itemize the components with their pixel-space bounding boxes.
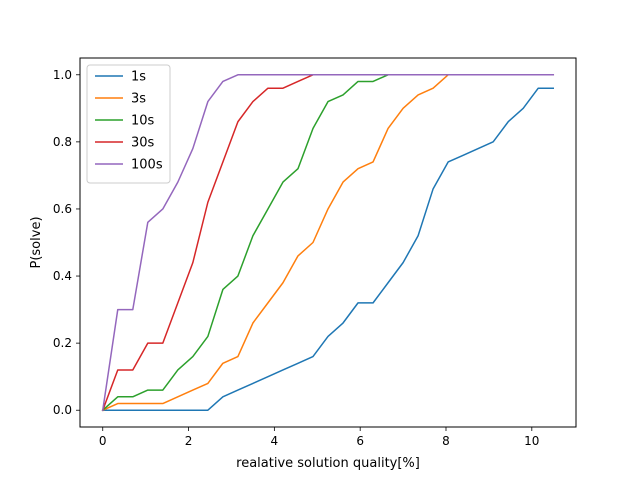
y-tick-label: 1.0 bbox=[53, 68, 72, 82]
x-tick-label: 10 bbox=[524, 434, 539, 448]
x-tick-label: 8 bbox=[442, 434, 450, 448]
series-line-1s bbox=[101, 87, 555, 411]
x-axis-label: realative solution quality[%] bbox=[236, 456, 420, 471]
legend-label: 30s bbox=[131, 136, 155, 151]
y-tick-label: 0.2 bbox=[53, 336, 72, 350]
axes-frame bbox=[79, 57, 577, 428]
x-axis: 0 2 4 6 8 10 bbox=[99, 427, 539, 448]
legend-label: 10s bbox=[131, 114, 155, 129]
legend-label: 1s bbox=[131, 70, 146, 85]
x-tick-label: 6 bbox=[356, 434, 364, 448]
series-line-100s bbox=[101, 74, 555, 412]
y-tick-label: 0.8 bbox=[53, 135, 72, 149]
x-tick-label: 4 bbox=[271, 434, 279, 448]
series-layer bbox=[101, 74, 555, 412]
legend-box bbox=[86, 64, 171, 184]
y-tick-label: 0.0 bbox=[53, 403, 72, 417]
y-tick-label: 0.4 bbox=[53, 269, 72, 283]
y-axis-label: P(solve) bbox=[29, 216, 44, 268]
x-tick-label: 0 bbox=[99, 434, 107, 448]
legend: 1s 3s 10s 30s 100s bbox=[86, 64, 171, 184]
legend-label: 3s bbox=[131, 92, 146, 107]
legend-label: 100s bbox=[131, 158, 163, 173]
y-axis: 0.0 0.2 0.4 0.6 0.8 1.0 bbox=[53, 68, 80, 417]
x-tick-label: 2 bbox=[185, 434, 193, 448]
y-tick-label: 0.6 bbox=[53, 202, 72, 216]
